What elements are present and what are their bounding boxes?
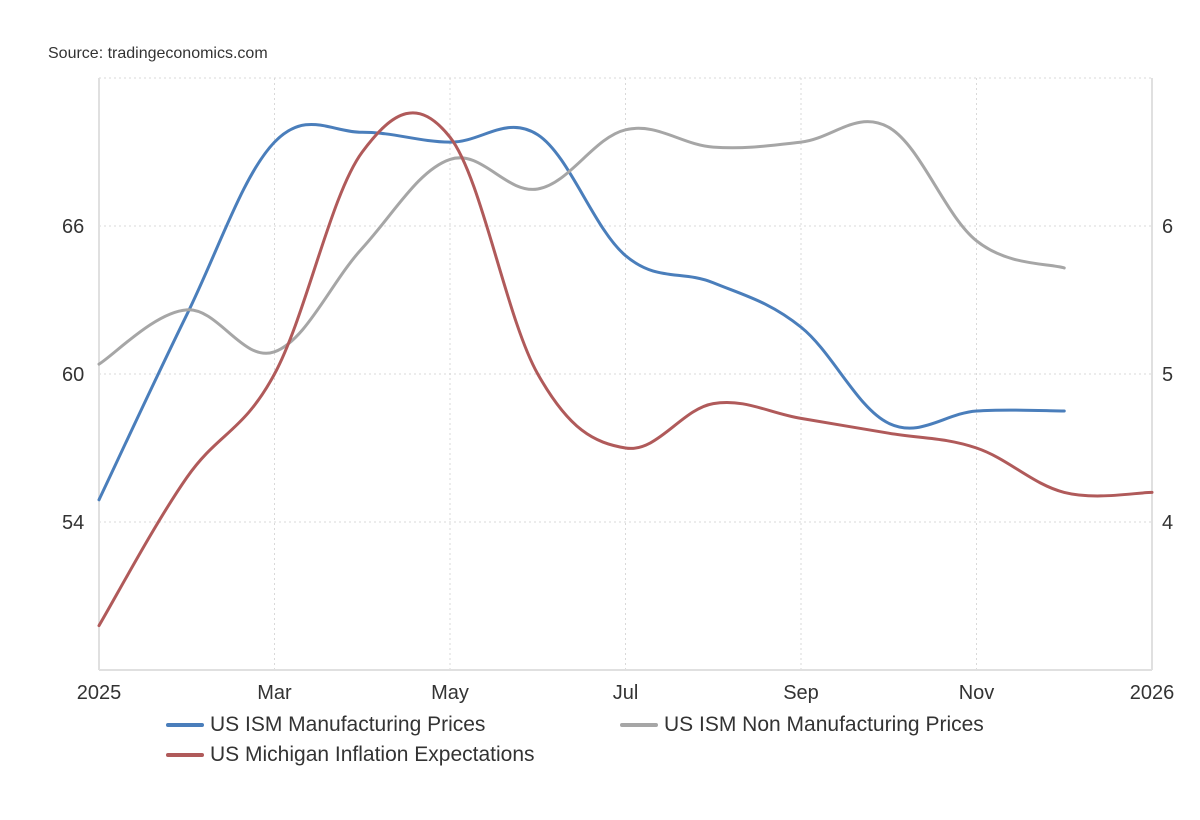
- legend-label: US ISM Non Manufacturing Prices: [664, 713, 984, 736]
- left-tick-label: 66: [62, 216, 84, 238]
- x-tick-label: Nov: [959, 682, 995, 704]
- legend-swatch: [166, 723, 204, 727]
- x-tick-label: Sep: [783, 682, 819, 704]
- x-tick-label: Mar: [257, 682, 292, 704]
- right-tick-label: 6: [1162, 216, 1173, 238]
- series-line-2: [97, 111, 1154, 628]
- x-tick-label: Jul: [613, 682, 639, 704]
- series-line-0: [97, 123, 1066, 502]
- source-note: Source: tradingeconomics.com: [48, 45, 268, 62]
- legend-label: US Michigan Inflation Expectations: [210, 743, 535, 766]
- x-tick-label: 2026: [1130, 682, 1175, 704]
- x-tick-label: 2025: [77, 682, 122, 704]
- legend-swatch: [166, 753, 204, 757]
- left-tick-label: 54: [62, 512, 84, 534]
- legend-item-michigan[interactable]: US Michigan Inflation Expectations: [166, 743, 535, 767]
- left-tick-label: 60: [62, 364, 84, 386]
- series-line-1: [97, 120, 1066, 366]
- x-tick-label: May: [431, 682, 469, 704]
- right-tick-label: 4: [1162, 512, 1173, 534]
- right-tick-label: 5: [1162, 364, 1173, 386]
- legend-item-manufacturing[interactable]: US ISM Manufacturing Prices: [166, 713, 485, 737]
- legend-label: US ISM Manufacturing Prices: [210, 713, 486, 736]
- legend-swatch: [620, 723, 658, 727]
- legend-item-non-manufacturing[interactable]: US ISM Non Manufacturing Prices: [620, 713, 984, 737]
